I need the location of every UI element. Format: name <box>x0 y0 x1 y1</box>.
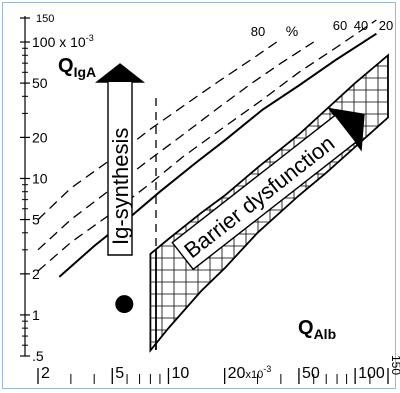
x-tick-label: 50 <box>302 365 320 382</box>
y-tick-label: 2 <box>32 266 40 282</box>
percent-label: 80 <box>251 24 265 39</box>
x-axis-label: QAlb <box>298 317 336 342</box>
percent-label: 60 <box>333 18 347 33</box>
percent-label: 20 <box>379 18 393 33</box>
x-tick-label: 150 <box>389 355 400 375</box>
chart-frame <box>2 2 396 389</box>
reference-curve-40 <box>37 19 377 272</box>
y-axis-label: QIgA <box>58 55 96 80</box>
y-tick-label: .5 <box>32 348 44 364</box>
percent-label: 40 <box>354 18 368 33</box>
y-tick-label: 5 <box>32 212 40 228</box>
x-tick-label: 100 <box>358 365 385 382</box>
x-tick-label: 2 <box>41 365 50 382</box>
y-axis-ticks: 150 100 x 10-3 50 20 10 5 2 1 .5 <box>20 13 94 364</box>
y-tick-label: 20 <box>32 129 48 145</box>
patient-data-point <box>115 295 134 314</box>
reference-curve-80 <box>37 38 282 221</box>
x-axis-ticks: 2 5 10 20x10-3 50 100 150 <box>37 355 400 384</box>
reference-curves <box>37 19 377 278</box>
x-tick-label: 20x10-3 <box>228 364 272 382</box>
barrier-dysfunction-arrow: Barrier dysfunction <box>171 107 365 271</box>
ig-synthesis-label: Ig-synthesis <box>108 128 133 245</box>
percent-labels: 80 60 40 20% <box>251 18 393 39</box>
y-tick-label: 50 <box>32 75 48 91</box>
percent-unit: % <box>286 23 298 39</box>
x-tick-label: 10 <box>171 365 189 382</box>
barrier-dysfunction-label: Barrier dysfunction <box>179 130 339 263</box>
y-tick-label: 1 <box>32 307 40 323</box>
y-tick-label: 150 <box>36 13 54 25</box>
reference-curve-60 <box>37 41 315 251</box>
ig-synthesis-arrow: Ig-synthesis <box>94 63 146 256</box>
x-tick-label: 5 <box>115 365 124 382</box>
y-tick-label: 100 x 10-3 <box>32 33 94 50</box>
y-tick-label: 10 <box>32 170 48 186</box>
